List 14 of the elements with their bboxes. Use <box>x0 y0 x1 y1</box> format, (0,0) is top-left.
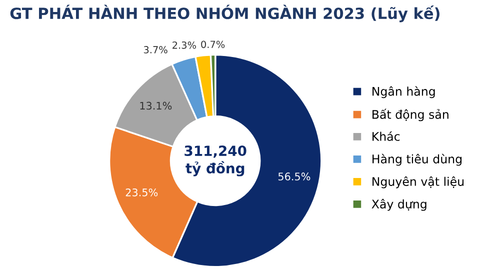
legend-label: Bất động sản <box>372 108 448 122</box>
legend-label: Hàng tiêu dùng <box>372 154 462 166</box>
data-label: 13.1% <box>140 102 172 110</box>
legend-label: Xây dựng <box>372 198 426 211</box>
legend-label: Nguyên vật liệu <box>372 176 464 188</box>
legend-label: Khác <box>372 131 400 141</box>
data-label: 56.5% <box>278 172 310 180</box>
data-label: 2.3% <box>172 41 196 49</box>
chart-title: GT PHÁT HÀNH THEO NHÓM NGÀNH 2023 (Lũy kế) <box>10 4 440 22</box>
data-label: 3.7% <box>144 46 168 54</box>
text: 311,240 tỷ đồng <box>184 146 246 176</box>
data-label: 23.5% <box>126 188 158 196</box>
legend-label: Ngân hàng <box>372 86 435 98</box>
data-label: 0.7% <box>201 40 225 48</box>
